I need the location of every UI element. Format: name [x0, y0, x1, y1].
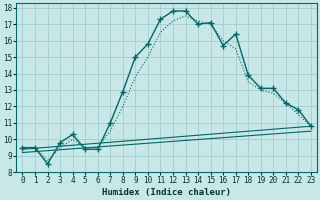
X-axis label: Humidex (Indice chaleur): Humidex (Indice chaleur)	[102, 188, 231, 197]
